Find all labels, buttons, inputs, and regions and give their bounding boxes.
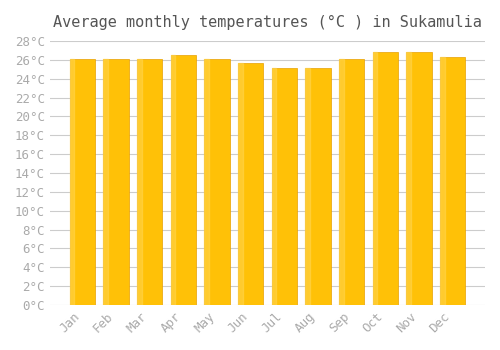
FancyBboxPatch shape (272, 68, 276, 305)
Bar (204, 59, 230, 305)
FancyBboxPatch shape (339, 59, 344, 305)
Bar (170, 55, 196, 305)
FancyBboxPatch shape (204, 59, 209, 305)
Bar (104, 59, 128, 305)
Bar (238, 63, 263, 305)
FancyBboxPatch shape (137, 59, 141, 305)
FancyBboxPatch shape (406, 52, 411, 305)
Bar (137, 59, 162, 305)
FancyBboxPatch shape (104, 59, 108, 305)
FancyBboxPatch shape (238, 63, 242, 305)
Bar (339, 59, 364, 305)
FancyBboxPatch shape (170, 55, 175, 305)
Bar (272, 68, 297, 305)
Bar (440, 57, 465, 305)
FancyBboxPatch shape (372, 52, 377, 305)
Bar (372, 52, 398, 305)
Bar (406, 52, 432, 305)
FancyBboxPatch shape (70, 59, 74, 305)
FancyBboxPatch shape (440, 57, 444, 305)
FancyBboxPatch shape (306, 68, 310, 305)
Bar (70, 59, 95, 305)
Title: Average monthly temperatures (°C ) in Sukamulia: Average monthly temperatures (°C ) in Su… (53, 15, 482, 30)
Bar (306, 68, 330, 305)
